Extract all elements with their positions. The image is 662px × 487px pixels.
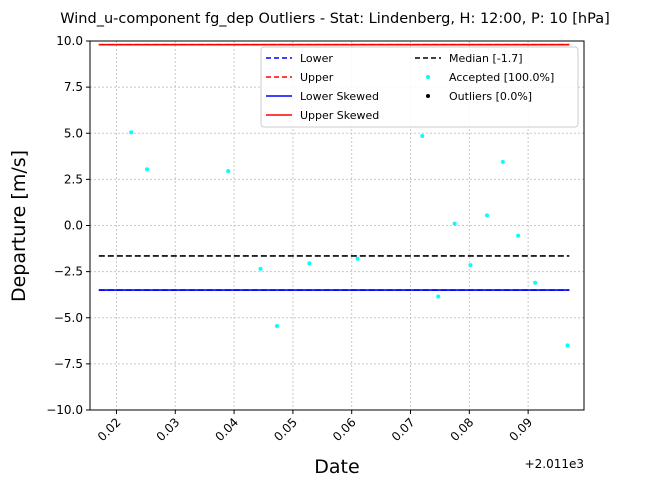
y-axis-label: Departure [m/s] [8, 150, 30, 302]
legend-label-median: Median [-1.7] [449, 52, 523, 65]
x-axis-label: Date [314, 456, 359, 478]
accepted-point [258, 266, 263, 271]
accepted-point [436, 294, 441, 299]
legend-label-outliers: Outliers [0.0%] [449, 90, 532, 103]
accepted-point [484, 213, 489, 218]
legend-label-upper: Upper [300, 71, 334, 84]
legend-label-lower-skewed: Lower Skewed [300, 90, 379, 103]
accepted-point [565, 343, 570, 348]
chart-title: Wind_u-component fg_dep Outliers - Stat:… [60, 11, 610, 27]
accepted-point [516, 233, 521, 238]
accepted-point [226, 169, 231, 174]
y-tick-label: 7.5 [64, 80, 83, 94]
y-tick-label: 0.0 [64, 219, 83, 233]
y-tick-label: 5.0 [64, 126, 83, 140]
accepted-point [500, 159, 505, 164]
accepted-point [355, 256, 360, 261]
data-points [129, 130, 570, 348]
accepted-point [452, 221, 457, 226]
y-axis-ticks: −10.0 −7.5 −5.0 −2.5 0.0 2.5 5.0 7.5 10.0 [46, 34, 90, 417]
y-tick-label: −10.0 [46, 403, 83, 417]
y-tick-label: −2.5 [54, 265, 83, 279]
legend-label-upper-skewed: Upper Skewed [300, 109, 379, 122]
legend-swatch-accepted [426, 75, 430, 79]
legend-label-lower: Lower [300, 52, 333, 65]
accepted-point [129, 130, 134, 135]
accepted-point [275, 324, 280, 329]
legend: Lower Upper Lower Skewed Upper Skewed Median… [260, 46, 579, 128]
y-tick-label: 2.5 [64, 172, 83, 186]
accepted-point [145, 167, 150, 172]
y-tick-label: −7.5 [54, 357, 83, 371]
legend-swatch-outliers [426, 94, 430, 98]
x-offset-label: +2.011e3 [525, 457, 584, 471]
y-tick-label: 10.0 [56, 34, 83, 48]
reference-lines [98, 43, 570, 291]
y-tick-label: −5.0 [54, 311, 83, 325]
accepted-point [307, 261, 312, 266]
accepted-point [533, 280, 538, 285]
accepted-point [468, 263, 473, 268]
legend-box [260, 46, 579, 128]
legend-label-accepted: Accepted [100.0%] [449, 71, 554, 84]
accepted-point [420, 134, 425, 139]
